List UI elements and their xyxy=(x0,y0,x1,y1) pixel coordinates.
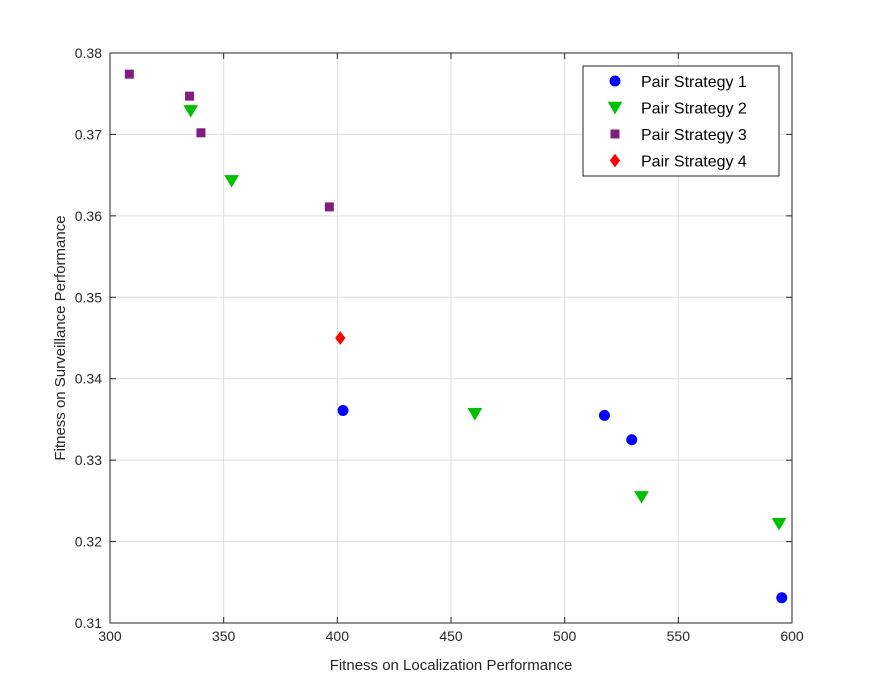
data-point-strategy-2 xyxy=(183,105,199,118)
plot-frame xyxy=(109,52,793,624)
y-tick-label: 0.36 xyxy=(75,208,102,224)
x-tick-label: 600 xyxy=(780,628,804,644)
y-tick-label: 0.32 xyxy=(75,534,102,550)
legend-label-strategy-3: Pair Strategy 3 xyxy=(641,127,747,144)
data-point-strategy-3 xyxy=(196,128,206,138)
legend-marker-strategy-2 xyxy=(607,101,623,115)
data-point-strategy-2 xyxy=(771,517,787,531)
legend-marker-strategy-3 xyxy=(610,129,620,139)
data-point-strategy-1 xyxy=(337,404,349,416)
x-tick-label: 400 xyxy=(326,628,350,644)
y-tick-label: 0.33 xyxy=(75,452,102,468)
y-tick-label: 0.34 xyxy=(75,371,102,387)
data-point-strategy-3 xyxy=(185,91,195,101)
y-tick-label: 0.31 xyxy=(75,615,102,631)
x-axis-label: Fitness on Localization Performance xyxy=(330,657,573,674)
x-tick-label: 500 xyxy=(553,628,577,644)
data-point-strategy-3 xyxy=(124,69,134,79)
data-points xyxy=(124,69,788,604)
legend-label-strategy-2: Pair Strategy 2 xyxy=(641,101,747,118)
data-point-strategy-1 xyxy=(776,592,788,604)
data-point-strategy-1 xyxy=(626,434,638,446)
legend-label-strategy-4: Pair Strategy 4 xyxy=(641,154,747,171)
data-point-strategy-1 xyxy=(598,409,610,421)
x-tick-label: 300 xyxy=(98,628,122,644)
legend: Pair Strategy 1 Pair Strategy 2 Pair Strat… xyxy=(582,65,780,177)
data-point-strategy-2 xyxy=(634,491,649,504)
x-tick-label: 450 xyxy=(439,628,463,644)
legend-label-strategy-1: Pair Strategy 1 xyxy=(641,74,747,91)
data-point-strategy-3 xyxy=(324,202,334,212)
x-tick-label: 550 xyxy=(667,628,691,644)
data-point-strategy-2 xyxy=(224,175,239,188)
tick-labels: 300 350 400 450 500 550 600 0.31 0.32 0.33 0.34 0.3… xyxy=(75,45,804,644)
x-tick-label: 350 xyxy=(212,628,236,644)
data-point-strategy-4 xyxy=(335,331,346,345)
data-point-strategy-2 xyxy=(467,408,483,421)
y-tick-label: 0.38 xyxy=(75,45,102,61)
y-tick-label: 0.35 xyxy=(75,289,102,305)
y-axis-label: Fitness on Surveillance Performance xyxy=(52,215,69,460)
legend-marker-strategy-1 xyxy=(609,75,621,87)
y-tick-label: 0.37 xyxy=(75,126,102,142)
legend-marker-strategy-4 xyxy=(609,153,621,168)
